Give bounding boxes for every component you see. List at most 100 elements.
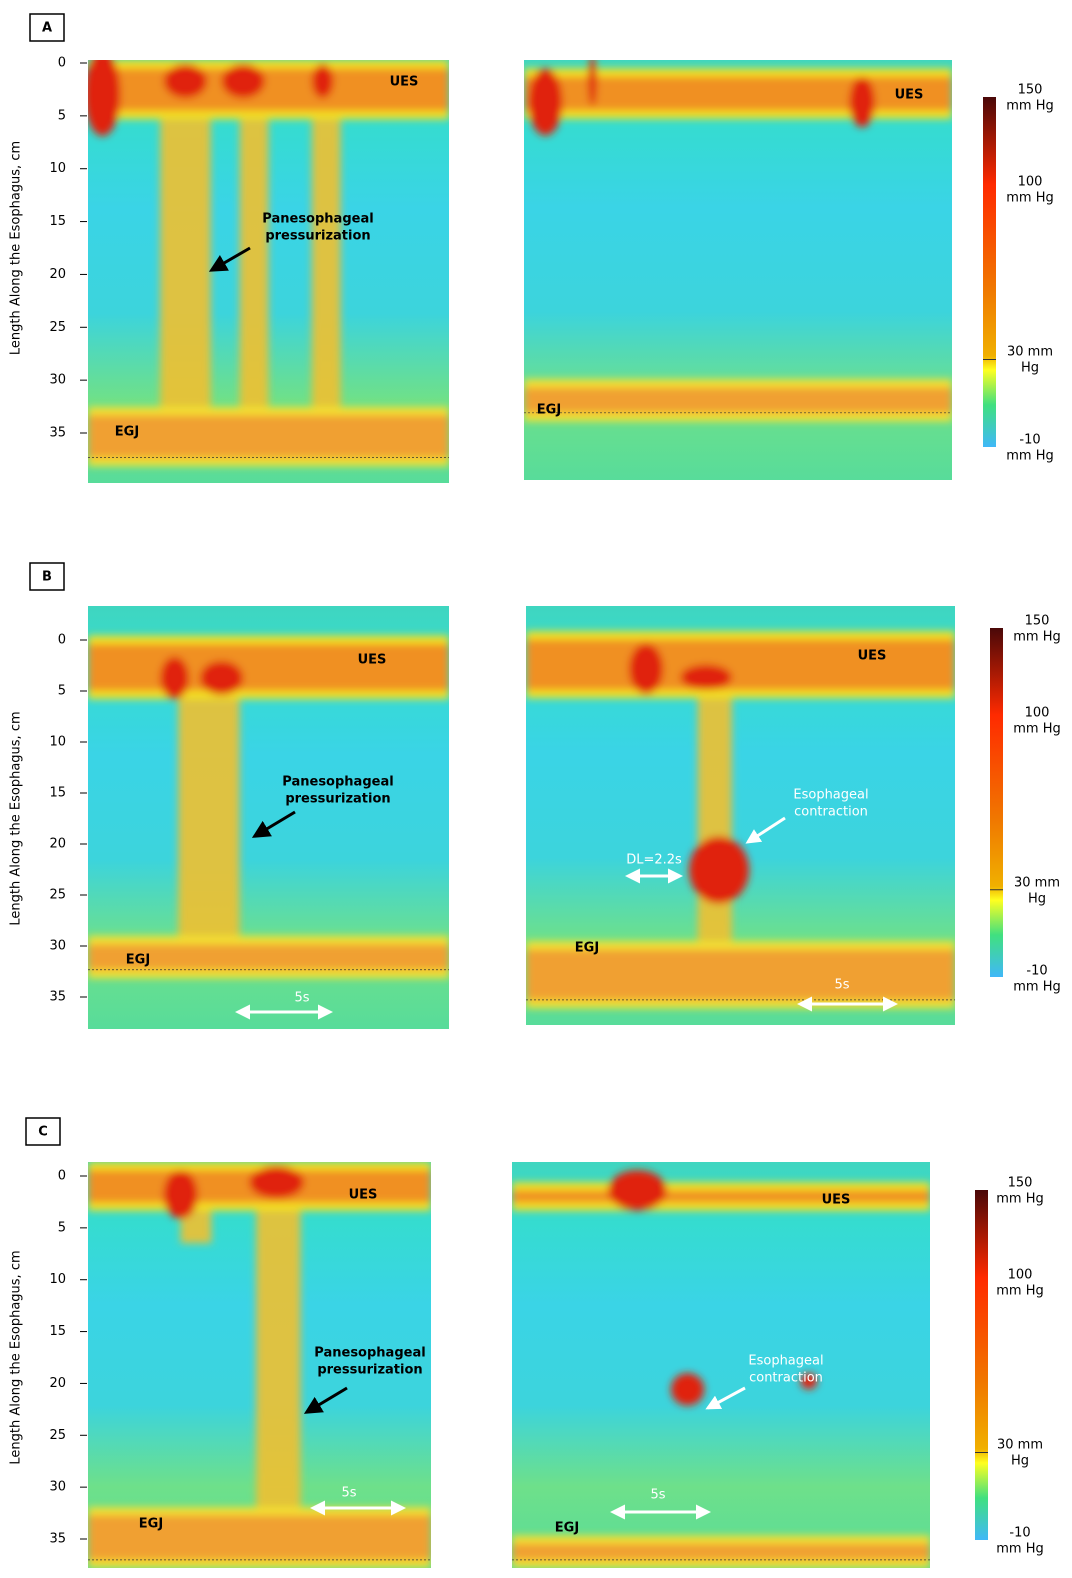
ues-band xyxy=(524,76,952,111)
pressure-peak xyxy=(608,1170,667,1211)
colorbar-label: 30 mm xyxy=(1014,876,1060,891)
y-tick-label: 10 xyxy=(49,161,66,176)
layer xyxy=(512,1170,930,1568)
arrow xyxy=(303,1386,348,1414)
arrow xyxy=(208,246,251,272)
annotation: EGJ xyxy=(555,1521,579,1536)
panel-label: C xyxy=(38,1125,48,1140)
annotation: Esophageal xyxy=(793,788,868,803)
panel-label: A xyxy=(42,21,52,36)
y-tick-label: 15 xyxy=(49,214,66,229)
colorbar-label: 100 xyxy=(1025,706,1050,721)
y-tick-label: 10 xyxy=(49,735,66,750)
pressure-peak xyxy=(588,60,597,107)
y-tick-label: 0 xyxy=(58,1169,66,1184)
y-tick-label: 20 xyxy=(49,837,66,852)
colorbar-label: 150 xyxy=(1025,614,1050,629)
annotation: 5s xyxy=(834,978,849,993)
pressure-column xyxy=(256,1202,301,1528)
layer xyxy=(88,60,449,467)
colorbar xyxy=(983,97,996,447)
egj-band xyxy=(88,415,449,458)
annotation: EGJ xyxy=(537,403,561,418)
colorbar-label: mm Hg xyxy=(996,1284,1044,1299)
egj-band xyxy=(88,1515,431,1560)
colorbar-label: 100 xyxy=(1008,1268,1033,1283)
y-axis-label: Length Along the Esophagus, cm xyxy=(9,1250,24,1464)
colorbar-label: 150 xyxy=(1018,83,1043,98)
panel-label-box xyxy=(25,1117,61,1146)
annotation: UES xyxy=(895,88,924,103)
egj-band xyxy=(526,949,955,1000)
annotation: pressurization xyxy=(285,792,390,807)
pressure-peak xyxy=(160,656,190,700)
panel-label-box xyxy=(29,13,65,42)
pressure-column xyxy=(697,689,732,942)
heatmap-bg xyxy=(512,1162,930,1568)
annotation: EGJ xyxy=(575,941,599,956)
annotation: UES xyxy=(349,1188,378,1203)
annotation: Esophageal xyxy=(748,1354,823,1369)
heatmap xyxy=(88,60,449,483)
y-tick-label: 0 xyxy=(58,56,66,71)
arrow xyxy=(251,810,296,838)
pressure-peak xyxy=(163,1170,198,1219)
annotation: pressurization xyxy=(317,1363,422,1378)
heatmap xyxy=(88,1162,431,1568)
colorbar-label: 100 xyxy=(1018,175,1043,190)
annotation: Panesophageal xyxy=(282,775,393,790)
y-tick-label: 30 xyxy=(49,373,66,388)
annotation: pressurization xyxy=(265,229,370,244)
colorbar-label: mm Hg xyxy=(1006,449,1054,464)
y-tick-label: 25 xyxy=(49,1428,66,1443)
colorbar-label: mm Hg xyxy=(1006,99,1054,114)
colorbar-label: 30 mm xyxy=(997,1438,1043,1453)
colorbar-label: 150 xyxy=(1008,1176,1033,1191)
layer xyxy=(88,635,449,979)
colorbar-label: 30 mm xyxy=(1007,345,1053,360)
y-tick-label: 25 xyxy=(49,320,66,335)
pressure-peak xyxy=(680,664,732,690)
ues-band xyxy=(88,68,449,111)
y-tick-label: 5 xyxy=(58,684,66,699)
colorbar-label: mm Hg xyxy=(1013,980,1061,995)
pressure-peak xyxy=(849,76,875,128)
pressure-peak xyxy=(800,1373,818,1390)
annotation: contraction xyxy=(749,1371,823,1386)
annotation: DL=2.2s xyxy=(626,853,682,868)
egj-band xyxy=(512,1543,930,1560)
heatmap xyxy=(88,606,449,1029)
annotation: UES xyxy=(822,1193,851,1208)
ues-band xyxy=(512,1190,930,1203)
pressure-column xyxy=(311,119,341,424)
annotation: Panesophageal xyxy=(262,212,373,227)
panel-label: B xyxy=(42,570,52,585)
colorbar-label: -10 xyxy=(1019,433,1040,448)
ues-band xyxy=(88,644,449,691)
y-tick-label: 15 xyxy=(49,786,66,801)
annotation: EGJ xyxy=(126,953,150,968)
y-tick-label: 5 xyxy=(58,108,66,123)
annotation: 5s xyxy=(650,1488,665,1503)
annotation: 5s xyxy=(341,1486,356,1501)
annotation: EGJ xyxy=(115,425,139,440)
pressure-column xyxy=(160,119,211,424)
y-axis-label: Length Along the Esophagus, cm xyxy=(9,141,24,355)
annotation: UES xyxy=(390,75,419,90)
annotation: EGJ xyxy=(139,1517,163,1532)
y-tick-label: 15 xyxy=(49,1324,66,1339)
layer xyxy=(526,631,955,1009)
annotation: Panesophageal xyxy=(314,1346,425,1361)
annotation: contraction xyxy=(794,805,868,820)
colorbar-label: mm Hg xyxy=(1013,722,1061,737)
pressure-peak xyxy=(249,1166,305,1199)
y-tick-label: 5 xyxy=(58,1220,66,1235)
panel-label-box xyxy=(29,562,65,591)
y-tick-label: 10 xyxy=(49,1272,66,1287)
colorbar xyxy=(990,628,1003,977)
egj-band xyxy=(88,944,449,970)
y-axis-label: Length Along the Esophagus, cm xyxy=(9,711,24,925)
heatmap xyxy=(524,60,952,480)
